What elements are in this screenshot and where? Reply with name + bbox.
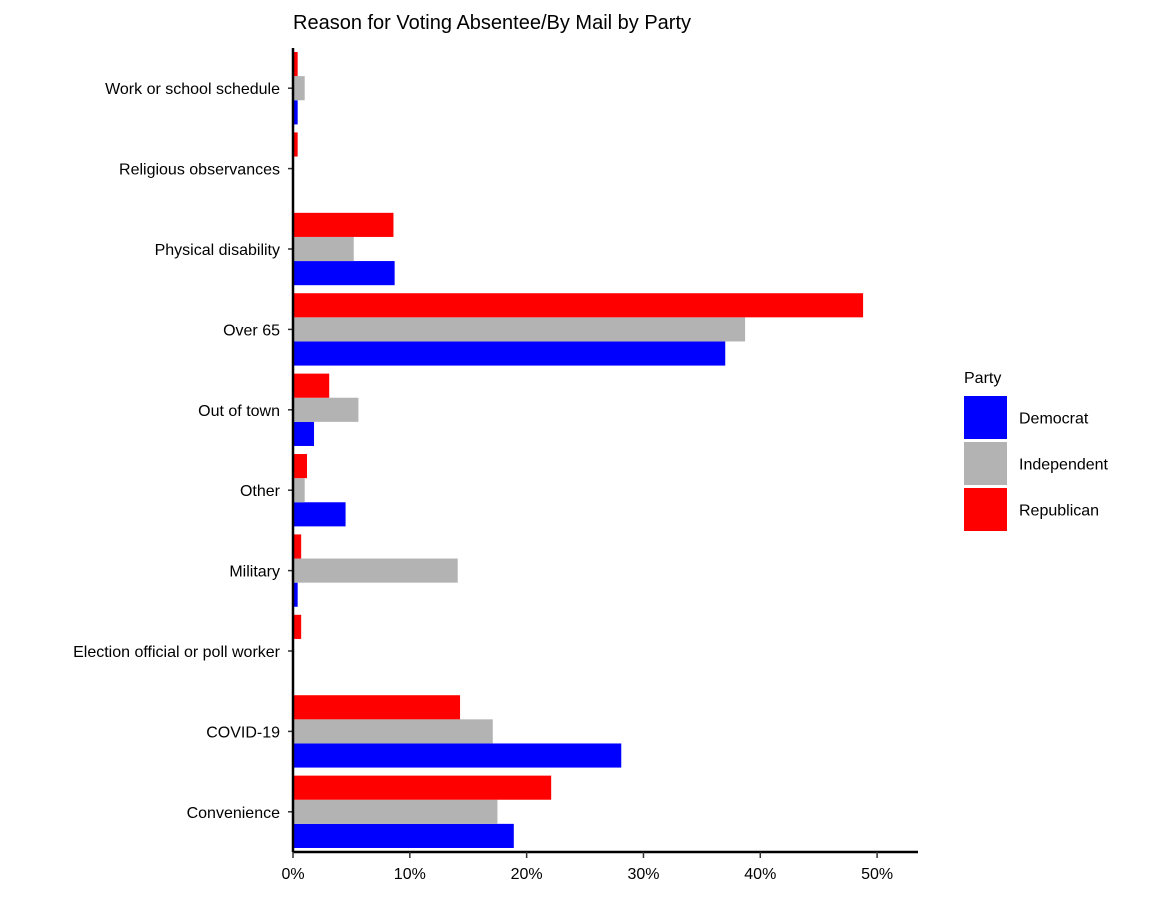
- y-tick-label: Other: [240, 483, 281, 500]
- x-tick-label: 40%: [744, 866, 776, 883]
- bar-democrat-out-of-town: [293, 421, 315, 446]
- legend-label-republican: Republican: [1019, 503, 1099, 520]
- bar-democrat-other: [293, 502, 346, 527]
- bar-democrat-military: [293, 582, 298, 607]
- bar-republican-out-of-town: [293, 373, 330, 398]
- legend: Party Democrat Independent Republican: [964, 370, 1109, 531]
- bar-independent-military: [293, 558, 458, 583]
- y-tick-label: Physical disability: [155, 242, 280, 259]
- legend-key-republican: [964, 488, 1007, 531]
- x-tick-label: 20%: [511, 866, 543, 883]
- bar-independent-other: [293, 478, 305, 503]
- bar-democrat-convenience: [293, 823, 514, 848]
- legend-label-independent: Independent: [1019, 457, 1109, 474]
- y-tick-label: Election official or poll worker: [73, 644, 281, 661]
- y-tick-label: Convenience: [187, 805, 281, 822]
- bar-democrat-over-65: [293, 341, 726, 366]
- y-axis: Convenience COVID-19 Election official or …: [73, 48, 295, 852]
- bar-democrat-physical-disability: [293, 261, 395, 286]
- bar-independent-work-or-school-schedule: [293, 76, 305, 101]
- bar-republican-military: [293, 534, 302, 559]
- bar-independent-physical-disability: [293, 236, 354, 262]
- x-tick-label: 0%: [281, 866, 304, 883]
- y-tick-label: Over 65: [223, 322, 280, 339]
- bar-republican-other: [293, 454, 308, 479]
- bar-independent-convenience: [293, 799, 498, 824]
- bar-republican-physical-disability: [293, 212, 394, 237]
- x-tick-label: 50%: [861, 866, 893, 883]
- bar-republican-covid-19: [293, 695, 461, 720]
- legend-title: Party: [964, 370, 1001, 387]
- y-tick-label: Military: [229, 564, 280, 581]
- y-tick-label: Out of town: [198, 403, 280, 420]
- bar-independent-over-65: [293, 317, 746, 342]
- legend-key-democrat: [964, 396, 1007, 439]
- bar-republican-convenience: [293, 775, 552, 800]
- y-tick-label: Religious observances: [119, 162, 280, 179]
- bar-democrat-work-or-school-schedule: [293, 100, 298, 125]
- bar-republican-work-or-school-schedule: [293, 52, 298, 77]
- bar-independent-covid-19: [293, 719, 493, 744]
- bars-group: [293, 52, 864, 848]
- chart-title: Reason for Voting Absentee/By Mail by Pa…: [293, 12, 691, 34]
- bar-republican-election-official-or-poll-worker: [293, 614, 302, 639]
- bar-independent-out-of-town: [293, 397, 359, 422]
- bar-republican-over-65: [293, 293, 864, 318]
- bar-democrat-covid-19: [293, 743, 622, 768]
- x-tick-label: 10%: [394, 866, 426, 883]
- legend-key-independent: [964, 442, 1007, 485]
- x-tick-label: 30%: [627, 866, 659, 883]
- legend-label-democrat: Democrat: [1019, 411, 1089, 428]
- y-tick-label: Work or school schedule: [105, 81, 280, 98]
- y-tick-label: COVID-19: [206, 724, 280, 741]
- bar-republican-religious-observances: [293, 132, 298, 157]
- x-axis: 0% 10% 20% 30% 40% 50%: [281, 850, 918, 883]
